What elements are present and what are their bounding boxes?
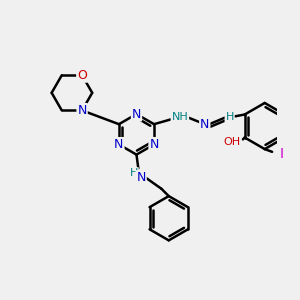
- Text: H: H: [226, 112, 234, 122]
- Text: I: I: [279, 147, 283, 161]
- Text: NH: NH: [172, 112, 188, 122]
- Text: N: N: [200, 118, 209, 131]
- Text: OH: OH: [223, 137, 240, 147]
- Text: O: O: [77, 69, 87, 82]
- Text: N: N: [114, 138, 124, 151]
- Text: N: N: [149, 138, 159, 151]
- Text: N: N: [136, 171, 146, 184]
- Text: N: N: [77, 104, 87, 117]
- Text: N: N: [132, 107, 141, 121]
- Text: H: H: [130, 168, 138, 178]
